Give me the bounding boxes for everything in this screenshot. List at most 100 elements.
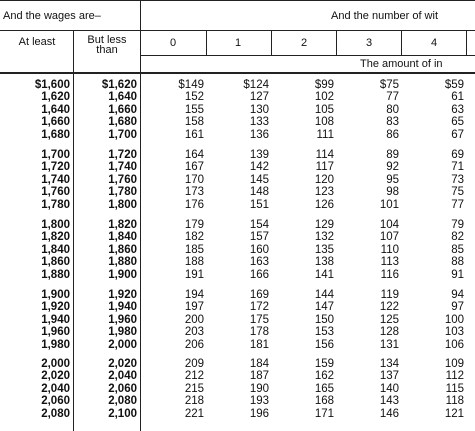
withholding-amount-0: 167 [184, 161, 204, 174]
withholding-amount-2: 129 [314, 219, 334, 231]
withholding-amount-4: 73 [451, 173, 464, 186]
wage-at-least: 1,780 [41, 198, 70, 211]
wages-title: And the wages are– [3, 10, 101, 22]
wage-at-least: 1,740 [41, 173, 70, 186]
wage-at-least: 1,940 [41, 313, 70, 326]
withholding-amount-4: 109 [444, 358, 464, 370]
withholding-amount-1: 157 [249, 231, 269, 244]
wage-less-than: 1,980 [108, 326, 137, 339]
withholding-amount-0: 206 [184, 338, 204, 351]
withholding-amount-0: 161 [184, 128, 204, 141]
withholding-amount-2: 102 [314, 91, 334, 104]
withholding-amount-3: 113 [380, 256, 399, 269]
withholding-amount-4: 100 [444, 313, 464, 326]
wage-at-least: 2,080 [41, 407, 70, 420]
withholding-amount-0: 191 [184, 268, 204, 281]
wages-divider [73, 30, 74, 431]
withholding-amount-4: 118 [445, 395, 464, 408]
withholding-amount-2: 114 [315, 149, 334, 161]
withholding-amount-2: 147 [314, 301, 334, 314]
withholding-amount-1: 148 [249, 186, 269, 199]
withholding-amount-4: 82 [451, 231, 464, 244]
withholding-amount-4: 69 [451, 149, 464, 161]
withholding-amount-3: 77 [386, 91, 399, 104]
withholding-amount-2: 165 [314, 382, 334, 395]
withholding-amount-2: 150 [314, 313, 334, 326]
withholding-amount-2: 105 [314, 103, 334, 116]
withholding-amount-4: 85 [451, 243, 464, 256]
withholding-amount-3: 86 [386, 128, 399, 141]
withholding-amount-4: 97 [451, 301, 464, 314]
allowance-header-1: 1 [234, 37, 242, 49]
wage-at-least: 1,620 [41, 91, 70, 104]
withholding-amount-2: 126 [314, 198, 334, 211]
withholding-amount-2: $99 [314, 79, 334, 91]
amount-caption: The amount of in [360, 58, 443, 70]
withholding-amount-0: 215 [184, 382, 204, 395]
wage-at-least: 1,960 [41, 326, 70, 339]
withholding-amount-0: 173 [184, 186, 204, 199]
table-divider [140, 0, 141, 431]
withholding-amount-0: 194 [184, 289, 204, 301]
wage-at-least: 1,840 [41, 243, 70, 256]
withholding-amount-2: 141 [314, 268, 334, 281]
column-header-rule [140, 55, 475, 56]
withholding-amount-0: 185 [184, 243, 204, 256]
withholding-amount-0: 188 [184, 256, 204, 269]
allowances-header-rule [140, 30, 475, 31]
withholding-amount-2: 132 [314, 231, 334, 244]
withholding-amount-2: 123 [314, 186, 334, 199]
withholding-amount-2: 117 [315, 161, 334, 174]
withholding-amount-3: 119 [380, 289, 399, 301]
wage-less-than: 1,760 [108, 173, 137, 186]
withholding-amount-0: 212 [184, 370, 204, 383]
withholding-amount-1: $124 [243, 79, 269, 91]
withholding-amount-1: 154 [249, 219, 269, 231]
withholding-amount-2: 159 [314, 358, 334, 370]
withholding-amount-3: $75 [379, 79, 399, 91]
withholding-amount-3: 80 [386, 103, 399, 116]
wage-at-least: 1,880 [41, 268, 70, 281]
wage-less-than: 1,720 [108, 149, 137, 161]
wage-less-than: 1,800 [108, 198, 137, 211]
withholding-amount-0: 200 [184, 313, 204, 326]
withholding-amount-1: 130 [249, 103, 269, 116]
wage-less-than: 1,860 [108, 243, 137, 256]
withholding-amount-2: 144 [314, 289, 334, 301]
withholding-amount-4: 71 [451, 161, 464, 174]
withholding-amount-4: 79 [451, 219, 464, 231]
wage-less-than: 2,060 [108, 382, 137, 395]
withholding-amount-1: 139 [249, 149, 269, 161]
withholding-amount-1: 142 [249, 161, 269, 174]
withholding-amount-4: 67 [451, 128, 464, 141]
wage-at-least: 1,820 [41, 231, 70, 244]
withholding-amount-3: 137 [379, 370, 399, 383]
withholding-amount-3: 140 [379, 382, 399, 395]
withholding-amount-0: 155 [184, 103, 204, 116]
wage-at-least: 1,680 [41, 128, 70, 141]
allowance-header-4: 4 [430, 37, 438, 49]
table-body-rule [0, 72, 475, 74]
withholding-amount-1: 181 [249, 338, 269, 351]
wage-at-least: 1,920 [41, 301, 70, 314]
withholding-amount-0: 221 [184, 407, 204, 420]
at-least-header: At least [18, 36, 56, 48]
withholding-amount-3: 110 [380, 243, 399, 256]
withholding-amount-1: 172 [249, 301, 269, 314]
col-divider-0 [206, 30, 207, 56]
withholding-amount-4: 112 [445, 370, 464, 383]
col-divider-2 [336, 30, 337, 56]
withholding-amount-0: $149 [178, 79, 204, 91]
wage-less-than: 1,820 [108, 219, 137, 231]
wage-at-least: 1,860 [41, 256, 70, 269]
withholding-amount-3: 101 [379, 198, 399, 211]
withholding-amount-3: 131 [379, 338, 399, 351]
withholding-amount-0: 176 [184, 198, 204, 211]
withholding-amount-4: 106 [444, 338, 464, 351]
withholding-amount-4: 115 [445, 382, 464, 395]
withholding-amount-1: 160 [249, 243, 269, 256]
withholding-amount-3: 89 [386, 149, 399, 161]
wage-at-least: 1,760 [41, 186, 70, 199]
wage-less-than: 2,080 [108, 395, 137, 408]
withholding-amount-2: 153 [314, 326, 334, 339]
